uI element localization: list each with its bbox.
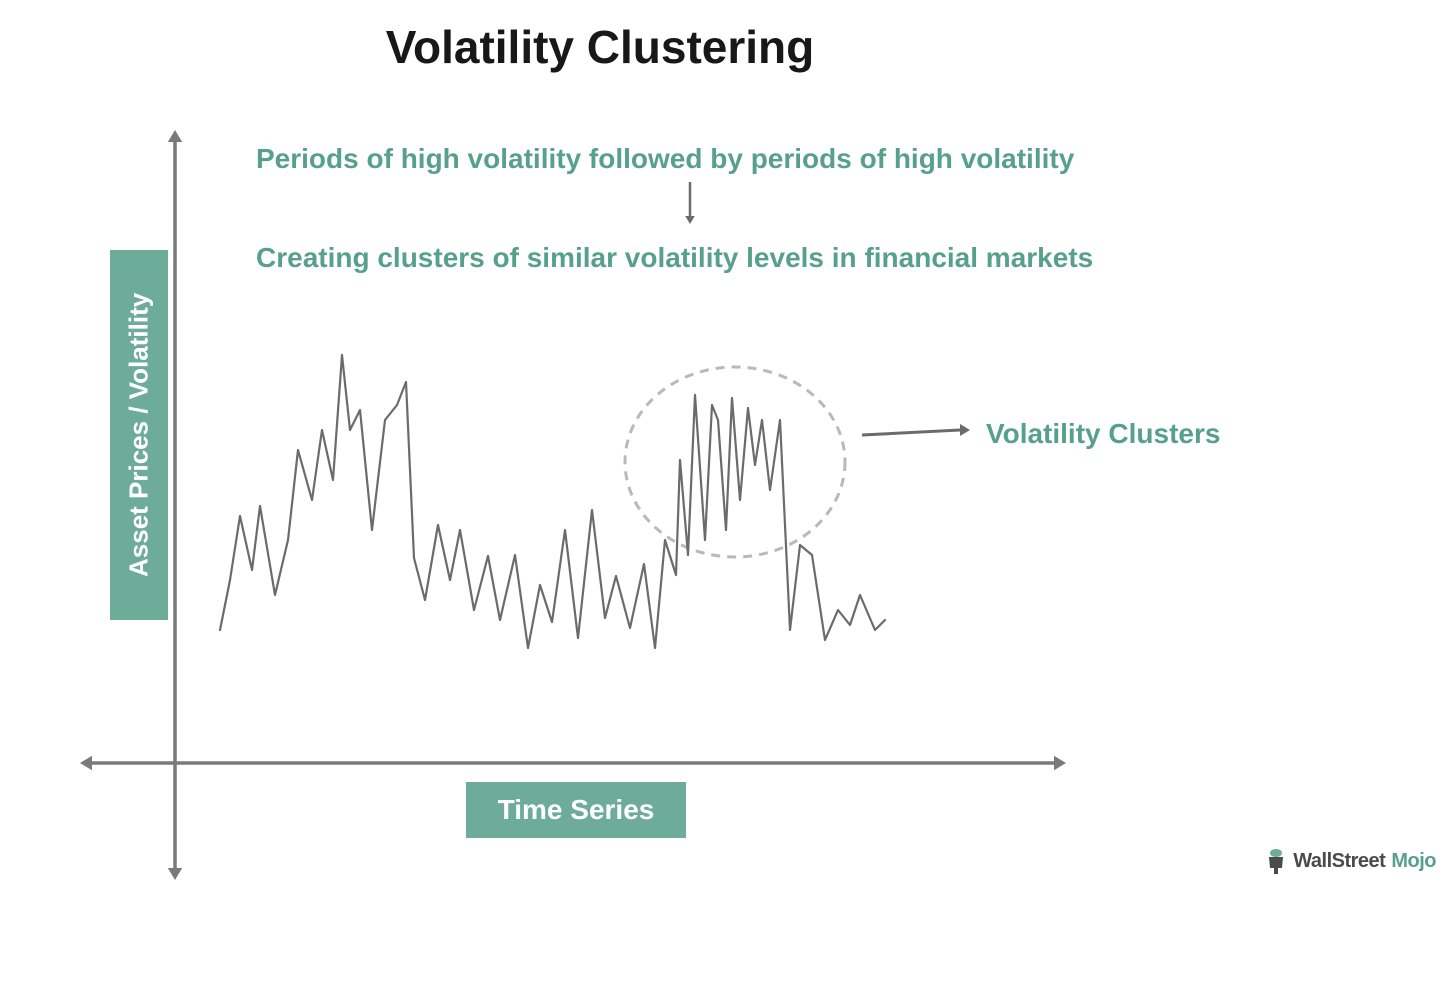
logo-icon (1265, 847, 1287, 875)
chart-canvas (0, 0, 1454, 990)
watermark: WallStreet Mojo (1265, 847, 1436, 875)
watermark-text-green: Mojo (1391, 850, 1436, 873)
watermark-text-dark: WallStreet (1293, 850, 1385, 873)
